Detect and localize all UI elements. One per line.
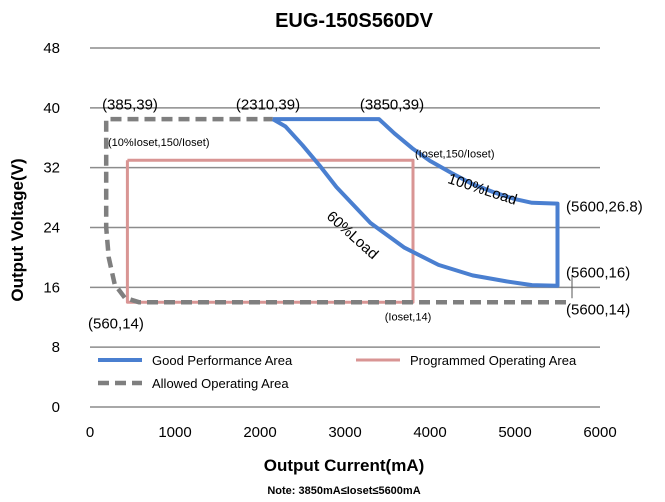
y-tick-label: 24 xyxy=(43,220,60,237)
annotation-label: (Ioset,150/Ioset) xyxy=(415,149,495,161)
annotation-label: (2310,39) xyxy=(236,96,300,113)
x-axis-title: Output Current(mA) xyxy=(264,456,425,475)
x-tick-label: 2000 xyxy=(243,424,276,441)
series-line-programmed-operating-area xyxy=(125,158,415,304)
annotation-label: (5600,16) xyxy=(566,264,630,281)
annotation-label: (385,39) xyxy=(102,96,158,113)
y-tick-label: 48 xyxy=(43,40,60,57)
y-tick-label: 40 xyxy=(43,100,60,117)
y-tick-label: 32 xyxy=(43,160,60,177)
x-tick-label: 4000 xyxy=(413,424,446,441)
annotation-label: (Ioset,14) xyxy=(385,311,431,323)
series-line-good-performance-area xyxy=(271,117,560,288)
annotations: (385,39) (2310,39) (3850,39) (10%Ioset,150/… xyxy=(88,96,643,332)
y-tick-label: 8 xyxy=(52,339,60,356)
series-layer xyxy=(103,116,573,305)
grid xyxy=(90,47,600,408)
y-axis-title: Output Voltage(V) xyxy=(8,158,27,301)
chart-title: EUG-150S560DV xyxy=(275,10,434,32)
legend-label: Programmed Operating Area xyxy=(410,353,577,368)
annotation-label: (5600,26.8) xyxy=(566,199,643,216)
x-tick-label: 1000 xyxy=(158,424,191,441)
y-tick-label: 0 xyxy=(52,399,60,416)
series-line-allowed-operating-area xyxy=(103,116,566,305)
y-tick-label: 16 xyxy=(43,279,60,296)
x-tick-label: 6000 xyxy=(583,424,616,441)
legend-label: Good Performance Area xyxy=(152,353,293,368)
annotation-label: 100%Load xyxy=(446,170,519,208)
annotation-label: (560,14) xyxy=(88,315,144,332)
note-text: Note: 3850mA≤Ioset≤5600mA xyxy=(267,485,420,497)
annotation-label: (3850,39) xyxy=(360,96,424,113)
x-ticks: 0 1000 2000 3000 4000 5000 6000 xyxy=(86,424,617,441)
y-ticks: 0 8 16 24 32 40 48 xyxy=(43,40,60,416)
annotation-label: 60%Load xyxy=(323,208,381,263)
x-tick-label: 0 xyxy=(86,424,94,441)
x-tick-label: 3000 xyxy=(328,424,361,441)
legend: Good Performance Area Programmed Operatin… xyxy=(98,353,577,391)
annotation-label: (5600,14) xyxy=(566,301,630,318)
legend-label: Allowed Operating Area xyxy=(152,376,289,391)
x-tick-label: 5000 xyxy=(498,424,531,441)
annotation-label: (10%Ioset,150/Ioset) xyxy=(108,137,210,149)
